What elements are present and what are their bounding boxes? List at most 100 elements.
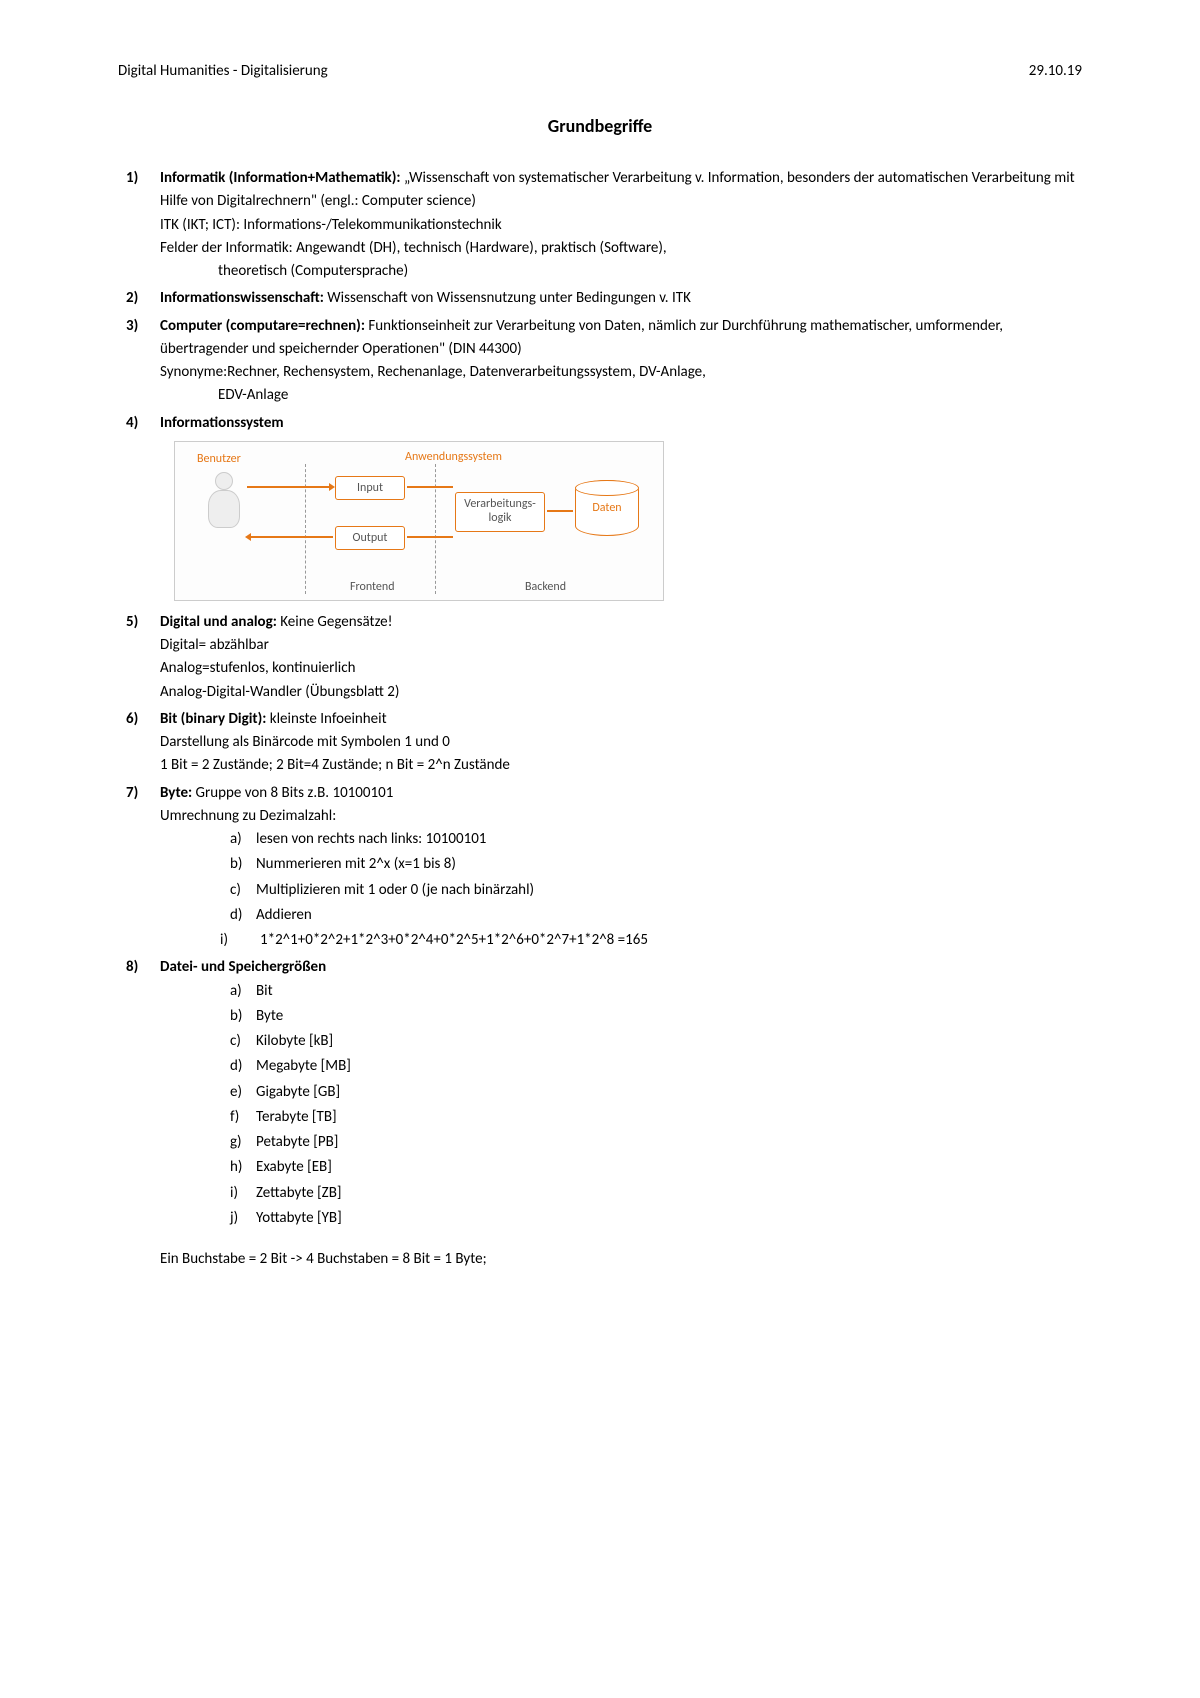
definition: Keine Gegensätze! bbox=[277, 613, 393, 631]
alpha-text: Nummerieren mit 2^x (x=1 bis 8) bbox=[256, 855, 456, 873]
header-left: Digital Humanities - Digitalisierung bbox=[118, 60, 328, 83]
list-item: 6) Bit (binary Digit): kleinste Infoeinhe… bbox=[118, 708, 1082, 778]
user-icon bbox=[215, 472, 233, 490]
roman-item: i) 1*2^1+0*2^2+1*2^3+0*2^4+0*2^5+1*2^6+0*… bbox=[160, 929, 1082, 952]
alpha-text: lesen von rechts nach links: 10100101 bbox=[256, 830, 486, 848]
item-number: 6) bbox=[126, 708, 138, 731]
alpha-text: Yottabyte [YB] bbox=[256, 1209, 342, 1227]
alpha-letter: g) bbox=[230, 1131, 242, 1154]
daten-cylinder: Daten bbox=[575, 480, 639, 536]
divider-line bbox=[435, 464, 436, 594]
alpha-item: h)Exabyte [EB] bbox=[230, 1156, 1082, 1179]
alpha-text: Terabyte [TB] bbox=[256, 1108, 337, 1126]
alpha-text: Bit bbox=[256, 982, 273, 1000]
alpha-letter: c) bbox=[230, 879, 241, 902]
verarbeitung-box: Verarbeitungs- logik bbox=[455, 492, 545, 532]
informationssystem-diagram: BenutzerAnwendungssystemInputOutputFront… bbox=[174, 441, 664, 601]
item-first-line: Datei- und Speichergrößen bbox=[160, 956, 1082, 979]
alpha-list: a)Bitb) Byte c) Kilobyte [kB] d) Megabyte [MB… bbox=[160, 980, 1082, 1231]
frontend-label: Frontend bbox=[350, 578, 395, 597]
arrow-icon bbox=[247, 536, 333, 538]
alpha-text: Multiplizieren mit 1 oder 0 (je nach bin… bbox=[256, 881, 534, 899]
divider-line bbox=[305, 464, 306, 594]
alpha-text: Megabyte [MB] bbox=[256, 1057, 351, 1075]
definition: Wissenschaft von Wissensnutzung unter Be… bbox=[324, 289, 691, 307]
alpha-text: Gigabyte [GB] bbox=[256, 1083, 340, 1101]
alpha-text: Byte bbox=[256, 1007, 283, 1025]
item-first-line: Digital und analog: Keine Gegensätze! bbox=[160, 611, 1082, 634]
roman-label: i) bbox=[220, 929, 228, 952]
term: Computer (computare=rechnen): bbox=[160, 317, 365, 335]
diagram-container: BenutzerAnwendungssystemInputOutputFront… bbox=[174, 441, 1082, 601]
item-number: 8) bbox=[126, 956, 138, 979]
list-item: 2)Informationswissenschaft: Wissenschaft… bbox=[118, 287, 1082, 310]
item-first-line: Informatik (Information+Mathematik): „Wi… bbox=[160, 167, 1082, 214]
alpha-letter: f) bbox=[230, 1106, 239, 1129]
benutzer-label: Benutzer bbox=[197, 450, 241, 469]
alpha-item: a)Bit bbox=[230, 980, 1082, 1003]
item-number: 5) bbox=[126, 611, 138, 634]
user-icon bbox=[208, 490, 240, 528]
roman-text: 1*2^1+0*2^2+1*2^3+0*2^4+0*2^5+1*2^6+0*2^… bbox=[260, 931, 648, 949]
alpha-letter: i) bbox=[230, 1182, 238, 1205]
item-line: Felder der Informatik: Angewandt (DH), t… bbox=[160, 237, 1082, 260]
alpha-text: Kilobyte [kB] bbox=[256, 1032, 333, 1050]
alpha-item: b) Byte bbox=[230, 1005, 1082, 1028]
alpha-letter: d) bbox=[230, 1055, 242, 1078]
term: Digital und analog: bbox=[160, 613, 277, 631]
connector-line bbox=[407, 536, 453, 538]
item-number: 7) bbox=[126, 782, 138, 805]
term: Informatik (Information+Mathematik): bbox=[160, 169, 401, 187]
list-item: 1) Informatik (Information+Mathematik): „… bbox=[118, 167, 1082, 283]
item-line: Analog=stufenlos, kontinuierlich bbox=[160, 657, 1082, 680]
item-line: 1 Bit = 2 Zustände; 2 Bit=4 Zustände; n … bbox=[160, 754, 1082, 777]
item-first-line: Byte: Gruppe von 8 Bits z.B. 10100101 bbox=[160, 782, 1082, 805]
list-item: 7) Byte: Gruppe von 8 Bits z.B. 10100101U… bbox=[118, 782, 1082, 953]
alpha-item: d) Megabyte [MB] bbox=[230, 1055, 1082, 1078]
item-indented: theoretisch (Computersprache) bbox=[160, 260, 1082, 283]
alpha-item: g) Petabyte [PB] bbox=[230, 1131, 1082, 1154]
item-first-line: Informationswissenschaft: Wissenschaft v… bbox=[160, 287, 1082, 310]
arrow-icon bbox=[247, 486, 333, 488]
item-number: 4) bbox=[126, 412, 138, 435]
alpha-text: Zettabyte [ZB] bbox=[256, 1184, 341, 1202]
item-line: Digital= abzählbar bbox=[160, 634, 1082, 657]
alpha-item: f) Terabyte [TB] bbox=[230, 1106, 1082, 1129]
list-item: 3) Computer (computare=rechnen): Funktion… bbox=[118, 315, 1082, 408]
alpha-item: c) Kilobyte [kB] bbox=[230, 1030, 1082, 1053]
alpha-letter: j) bbox=[230, 1207, 238, 1230]
item-line: Umrechnung zu Dezimalzahl: bbox=[160, 805, 1082, 828]
output-box: Output bbox=[335, 526, 405, 551]
item-number: 3) bbox=[126, 315, 138, 338]
definition: kleinste Infoeinheit bbox=[266, 710, 386, 728]
definition-list: 1) Informatik (Information+Mathematik): „… bbox=[118, 167, 1082, 1230]
alpha-item: a) lesen von rechts nach links: 10100101 bbox=[230, 828, 1082, 851]
connector-line bbox=[547, 510, 573, 512]
alpha-letter: b) bbox=[230, 1005, 242, 1028]
footer-line: Ein Buchstabe = 2 Bit -> 4 Buchstaben = … bbox=[118, 1248, 1082, 1271]
list-item: 8) Datei- und Speichergrößen a)Bitb) Byte c)… bbox=[118, 956, 1082, 1230]
item-line: Darstellung als Binärcode mit Symbolen 1… bbox=[160, 731, 1082, 754]
alpha-item: e)Gigabyte [GB] bbox=[230, 1081, 1082, 1104]
alpha-text: Exabyte [EB] bbox=[256, 1158, 332, 1176]
input-box: Input bbox=[335, 476, 405, 501]
item-first-line: Informationssystem bbox=[160, 412, 1082, 435]
term: Informationssystem bbox=[160, 414, 284, 432]
alpha-text: Addieren bbox=[256, 906, 312, 924]
alpha-letter: a) bbox=[230, 828, 242, 851]
item-line: Synonyme:Rechner, Rechensystem, Rechenan… bbox=[160, 361, 1082, 384]
term: Datei- und Speichergrößen bbox=[160, 958, 326, 976]
item-first-line: Computer (computare=rechnen): Funktionse… bbox=[160, 315, 1082, 362]
list-item: 4) Informationssystem bbox=[118, 412, 1082, 435]
alpha-item: j) Yottabyte [YB] bbox=[230, 1207, 1082, 1230]
header-right: 29.10.19 bbox=[1029, 60, 1082, 83]
backend-label: Backend bbox=[525, 578, 566, 597]
item-line: ITK (IKT; ICT): Informations-/Telekommun… bbox=[160, 214, 1082, 237]
page-header: Digital Humanities - Digitalisierung 29.… bbox=[118, 60, 1082, 83]
alpha-text: Petabyte [PB] bbox=[256, 1133, 338, 1151]
alpha-item: d)Addieren bbox=[230, 904, 1082, 927]
alpha-letter: b) bbox=[230, 853, 242, 876]
item-number: 1) bbox=[126, 167, 138, 190]
item-first-line: Bit (binary Digit): kleinste Infoeinheit bbox=[160, 708, 1082, 731]
alpha-letter: c) bbox=[230, 1030, 241, 1053]
